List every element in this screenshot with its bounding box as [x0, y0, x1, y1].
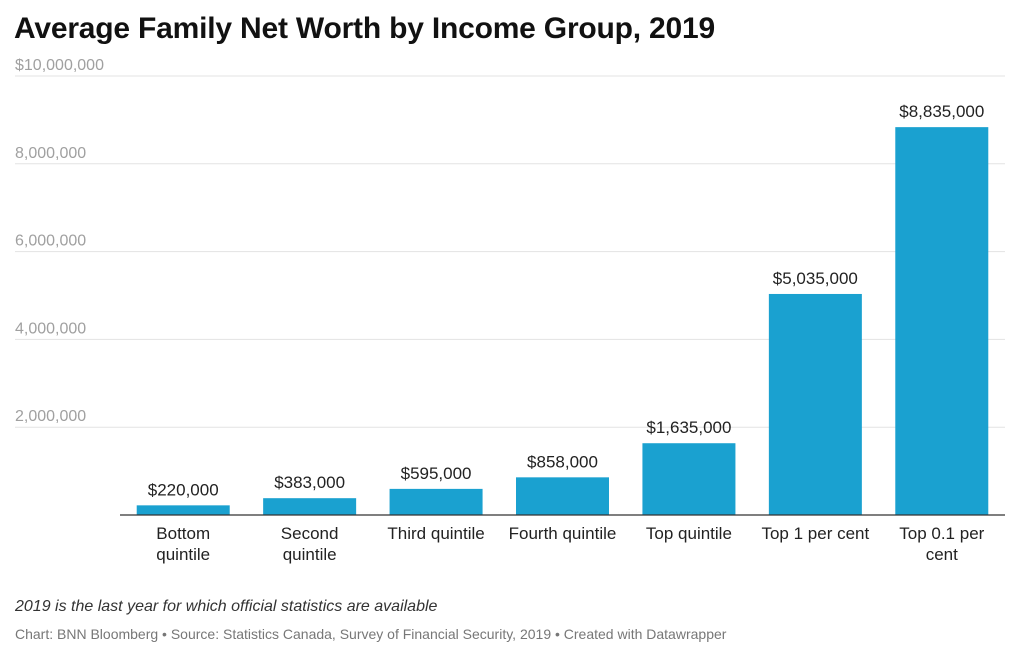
bar — [895, 127, 989, 516]
category-label: Top 0.1 per cent — [899, 524, 984, 564]
bar-chart: 2,000,000 4,000,000 6,000,000 8,000,000 $10,… — [15, 57, 1005, 564]
bar — [768, 293, 862, 515]
y-tick-label: 2,000,000 — [15, 408, 86, 425]
bar-value-label: $1,635,000 — [646, 418, 731, 437]
y-axis-ticks: 2,000,000 4,000,000 6,000,000 8,000,000 $10,… — [15, 57, 104, 425]
bar — [263, 498, 357, 515]
category-labels: Bottom quintile Second quintile Third quinti… — [156, 524, 984, 564]
bar-value-label: $595,000 — [401, 464, 472, 483]
category-label: Bottom quintile — [156, 524, 210, 564]
bar-value-label: $8,835,000 — [899, 102, 984, 121]
value-labels: $220,000 $383,000 $595,000 $858,000 $1,635,0… — [148, 102, 985, 499]
bar-value-label: $858,000 — [527, 452, 598, 471]
bar — [642, 443, 736, 515]
y-tick-label: 8,000,000 — [15, 145, 86, 162]
chart-title: Average Family Net Worth by Income Group… — [14, 12, 716, 45]
bars — [136, 127, 989, 516]
bar-value-label: $383,000 — [274, 473, 345, 492]
bar-value-label: $220,000 — [148, 480, 219, 499]
category-label: Second quintile — [281, 524, 339, 564]
y-tick-label: $10,000,000 — [15, 57, 104, 74]
category-label: Top quintile — [646, 524, 732, 543]
y-tick-label: 4,000,000 — [15, 320, 86, 337]
chart-footer: Chart: BNN Bloomberg • Source: Statistic… — [15, 626, 727, 642]
category-label: Top 1 per cent — [761, 524, 869, 543]
bar — [516, 477, 609, 515]
bar — [389, 488, 483, 515]
bar-value-label: $5,035,000 — [773, 269, 858, 288]
y-tick-label: 6,000,000 — [15, 233, 86, 250]
chart-note: 2019 is the last year for which official… — [15, 598, 438, 615]
category-label: Fourth quintile — [509, 524, 617, 543]
category-label: Third quintile — [387, 524, 484, 543]
bar — [136, 505, 230, 515]
